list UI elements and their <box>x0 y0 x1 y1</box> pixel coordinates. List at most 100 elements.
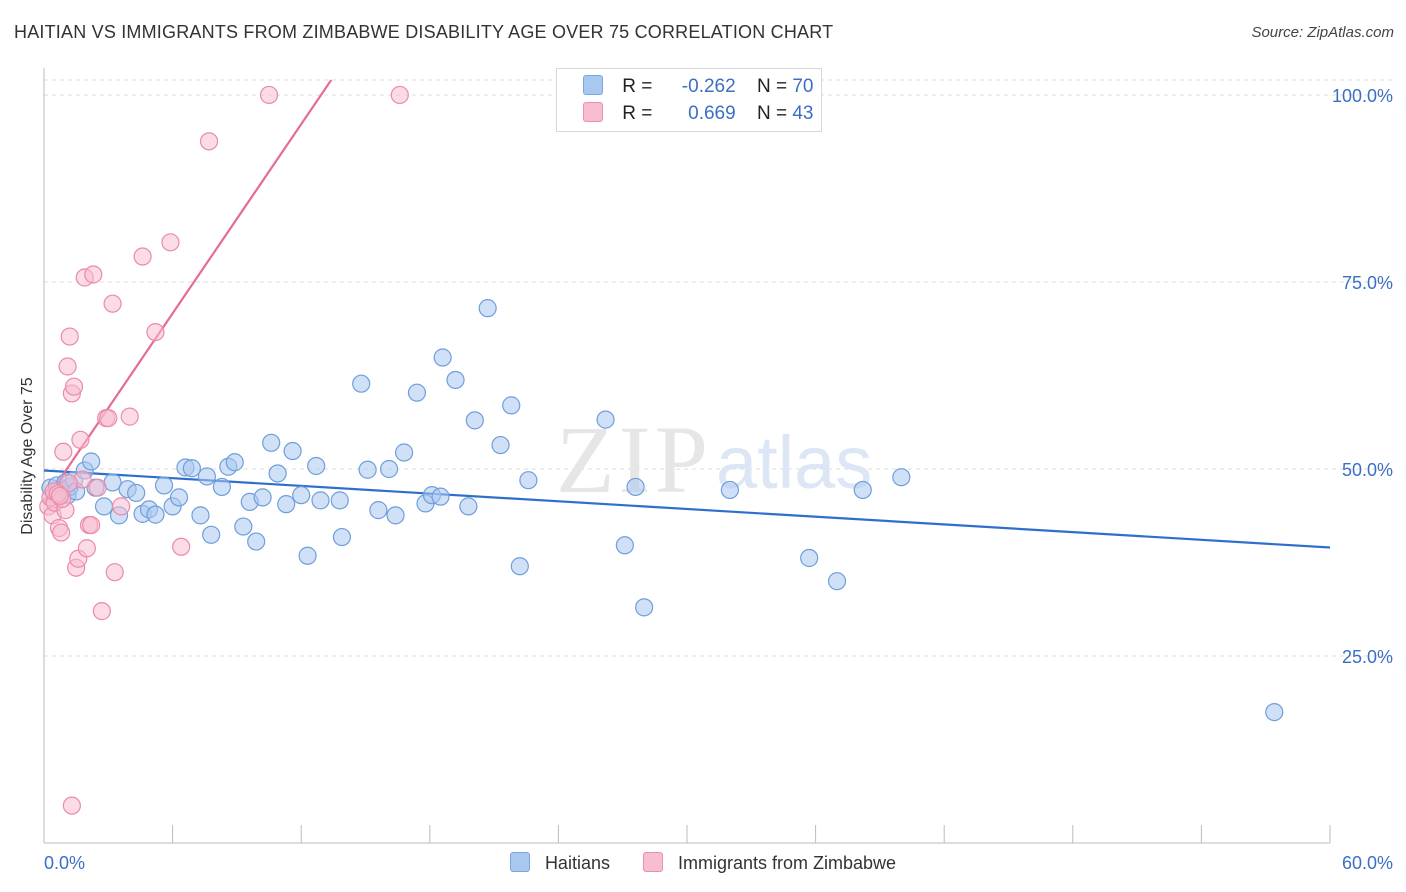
data-points <box>39 85 1284 815</box>
point-haitians <box>626 477 645 497</box>
point-haitians <box>459 497 478 516</box>
source-label: Source: ZipAtlas.com <box>1251 24 1394 41</box>
point-haitians <box>197 467 216 486</box>
point-zimbabwe <box>103 294 122 313</box>
point-haitians <box>268 464 287 483</box>
legend-item-zimbabwe[interactable]: Immigrants from Zimbabwe <box>642 852 897 874</box>
point-haitians <box>311 491 330 510</box>
legend-row-zimbabwe: R = 0.669 N = 43 <box>583 102 813 125</box>
tick-labels: 25.0% 50.0% 75.0% 100.0% 0.0% 60.0% <box>44 86 1393 873</box>
n-value-zimbabwe: 43 <box>792 103 814 124</box>
point-haitians <box>519 471 538 490</box>
point-zimbabwe <box>62 796 81 815</box>
point-zimbabwe <box>161 233 180 252</box>
point-haitians <box>892 468 911 487</box>
y-tick-label: 50.0% <box>1342 460 1393 480</box>
trend-line-1 <box>43 79 333 504</box>
point-haitians <box>635 598 654 617</box>
point-zimbabwe <box>146 322 165 342</box>
point-haitians <box>234 517 253 536</box>
point-haitians <box>358 460 377 479</box>
point-haitians <box>332 527 352 547</box>
point-haitians <box>379 459 399 479</box>
point-haitians <box>298 546 317 565</box>
point-zimbabwe <box>112 497 131 516</box>
point-haitians <box>431 487 450 506</box>
y-tick-label: 25.0% <box>1342 647 1393 667</box>
y-tick-label: 75.0% <box>1342 273 1393 293</box>
watermark-zip: ZIP <box>556 406 712 513</box>
point-haitians <box>283 441 302 461</box>
legend-label-haitians: Haitians <box>544 853 610 873</box>
point-haitians <box>146 505 165 524</box>
r-value-haitians: -0.262 <box>681 76 736 97</box>
legend-swatch-haitians <box>583 75 603 95</box>
point-haitians <box>330 491 349 510</box>
point-haitians <box>292 486 311 505</box>
point-haitians <box>169 488 189 507</box>
point-haitians <box>154 476 174 495</box>
legend-swatch-haitians <box>509 852 530 872</box>
point-haitians <box>596 410 615 429</box>
n-label: N = <box>756 76 788 97</box>
legend-row-haitians: R = -0.262 N = 70 <box>583 75 813 98</box>
point-haitians <box>82 452 101 471</box>
series-legend: Haitians Immigrants from Zimbabwe <box>0 852 1406 874</box>
point-zimbabwe <box>172 537 191 556</box>
point-haitians <box>478 299 497 318</box>
point-haitians <box>394 443 414 462</box>
point-haitians <box>446 370 465 390</box>
point-haitians <box>253 488 272 507</box>
point-haitians <box>800 548 819 568</box>
x-tick-label-max: 60.0% <box>1342 853 1393 873</box>
stats-legend: R = -0.262 N = 70 R = 0.669 N = 43 <box>556 68 822 132</box>
trend-lines <box>43 79 1331 549</box>
watermark-atlas: atlas <box>716 421 872 504</box>
point-haitians <box>386 506 405 525</box>
point-zimbabwe <box>60 327 79 346</box>
point-haitians <box>491 435 510 455</box>
point-haitians <box>502 396 521 415</box>
point-haitians <box>262 433 281 452</box>
point-zimbabwe <box>199 132 219 151</box>
point-haitians <box>465 411 484 430</box>
legend-swatch-zimbabwe <box>583 102 603 122</box>
point-zimbabwe <box>88 478 107 497</box>
r-label: R = <box>622 103 653 124</box>
point-haitians <box>352 374 371 393</box>
axes <box>43 68 1331 844</box>
point-haitians <box>202 525 221 544</box>
r-value-zimbabwe: 0.669 <box>688 103 736 124</box>
point-haitians <box>720 480 739 500</box>
point-zimbabwe <box>64 377 84 396</box>
point-zimbabwe <box>71 430 90 449</box>
point-haitians <box>94 497 114 516</box>
point-zimbabwe <box>133 247 152 266</box>
point-haitians <box>615 536 634 555</box>
chart-title: HAITIAN VS IMMIGRANTS FROM ZIMBABWE DISA… <box>14 22 834 42</box>
point-zimbabwe <box>105 563 124 582</box>
point-haitians <box>407 383 427 402</box>
legend-item-haitians[interactable]: Haitians <box>509 852 610 874</box>
r-label: R = <box>622 76 653 97</box>
n-value-haitians: 70 <box>792 76 814 97</box>
point-zimbabwe <box>50 486 70 506</box>
point-haitians <box>827 572 847 591</box>
point-zimbabwe <box>99 409 118 428</box>
point-haitians <box>369 501 388 520</box>
point-zimbabwe <box>77 539 96 558</box>
legend-label-zimbabwe: Immigrants from Zimbabwe <box>678 853 897 873</box>
n-label: N = <box>756 103 788 124</box>
point-haitians <box>212 477 231 497</box>
point-haitians <box>191 506 210 525</box>
y-tick-label: 100.0% <box>1332 86 1393 106</box>
grid-lines <box>44 79 1394 657</box>
point-haitians <box>510 557 529 576</box>
point-zimbabwe <box>92 602 111 621</box>
point-haitians <box>433 348 452 367</box>
point-haitians <box>182 459 201 478</box>
x-tick-label-min: 0.0% <box>44 853 85 873</box>
point-haitians <box>853 480 872 500</box>
point-zimbabwe <box>390 85 409 105</box>
